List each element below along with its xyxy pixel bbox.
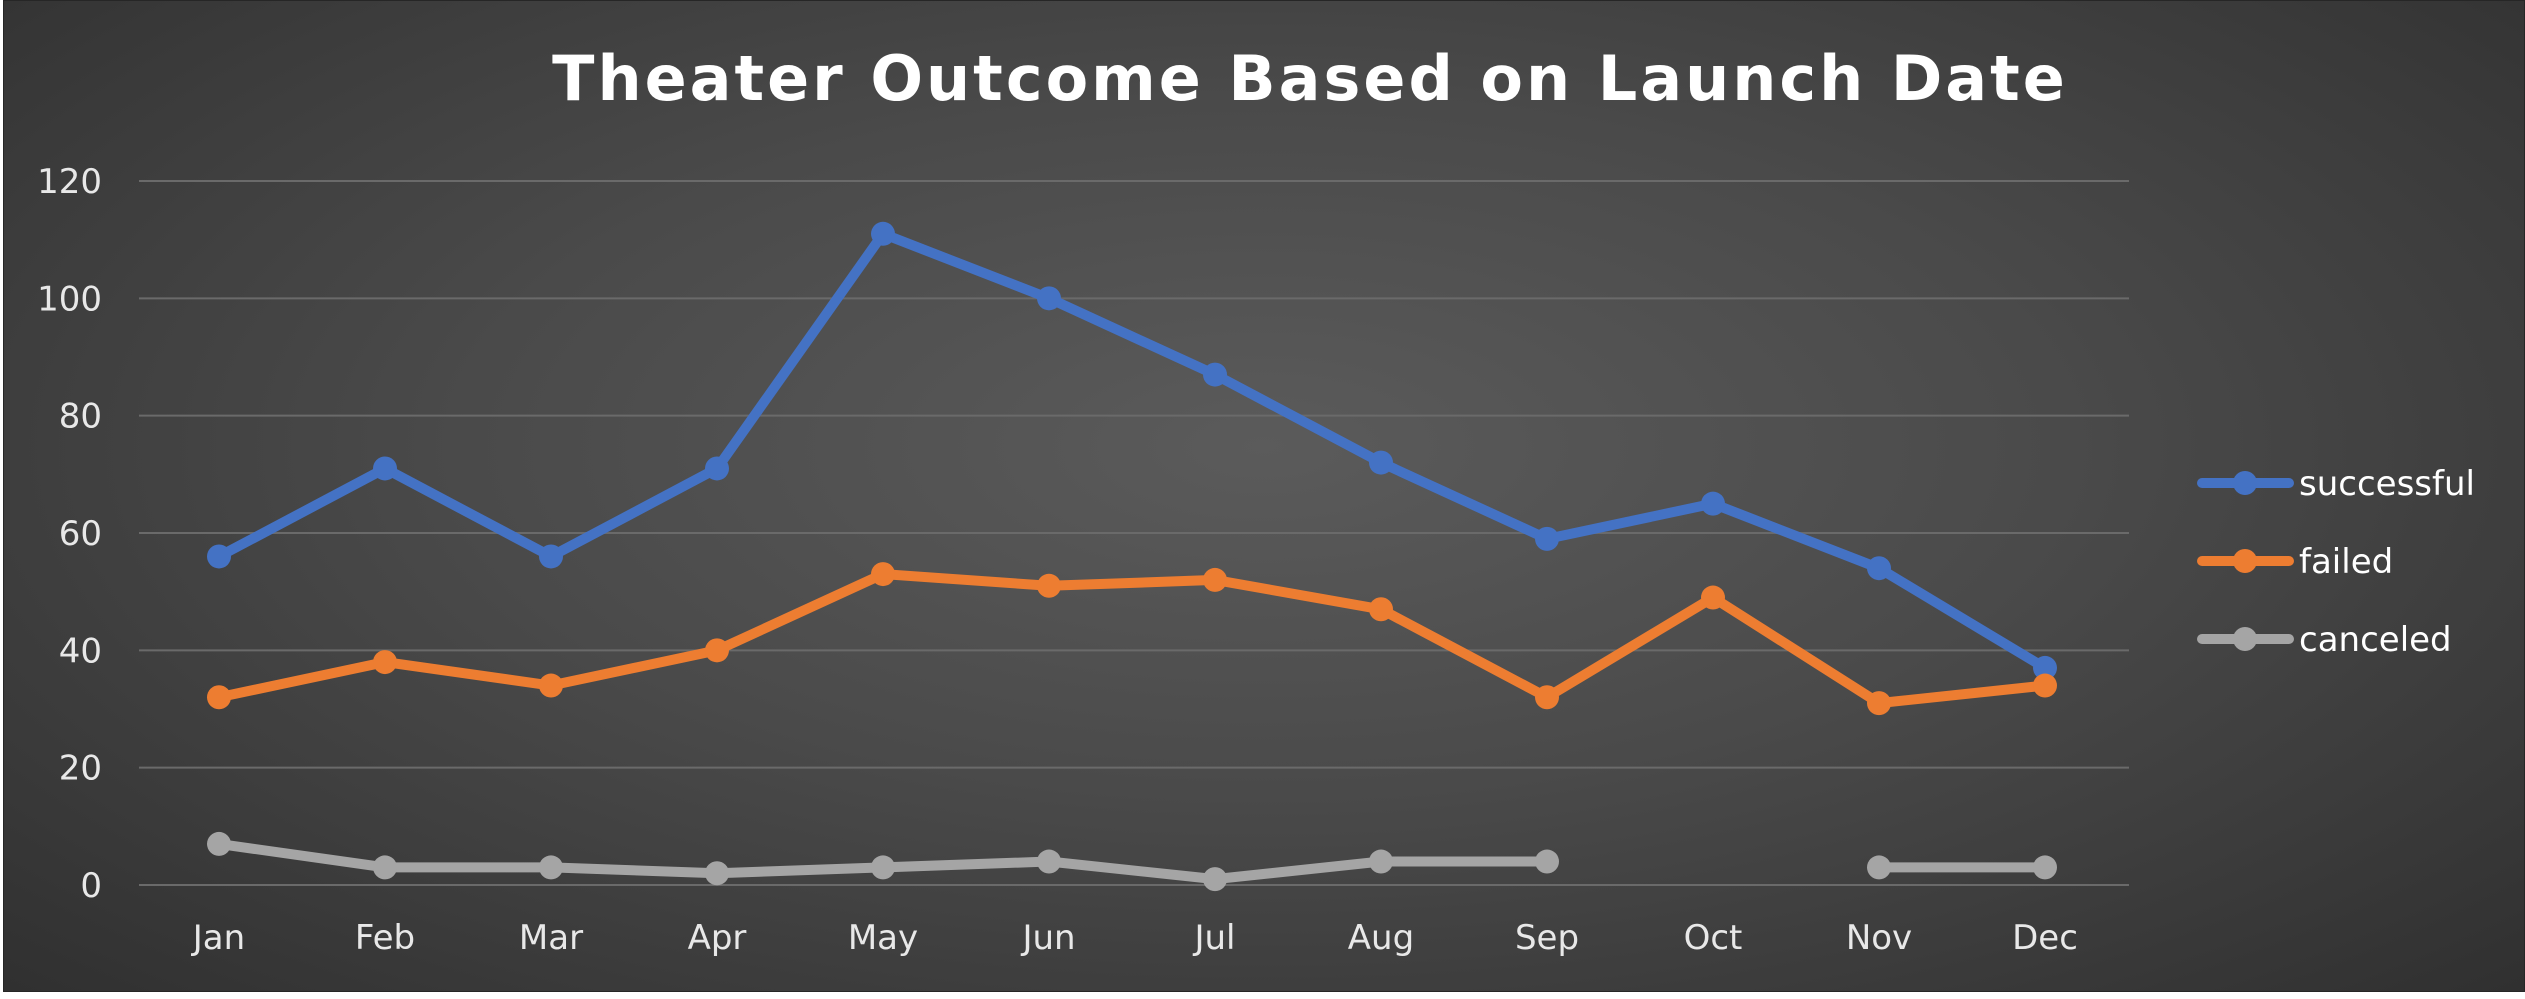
series-failed <box>207 562 2057 716</box>
y-tick-label: 60 <box>59 514 102 554</box>
data-point <box>871 562 895 587</box>
legend: successful failed canceled <box>2197 464 2475 660</box>
gridlines <box>139 180 2129 886</box>
series-canceled <box>207 831 2057 892</box>
y-tick-label: 0 <box>80 866 102 906</box>
y-axis-ticks: 0 20 40 60 80 100 120 <box>37 162 102 906</box>
series-successful <box>207 221 2057 680</box>
chart-area: Theater Outcome Based on Launch Date 0 20… <box>3 0 2525 992</box>
series-line <box>214 569 2050 709</box>
x-tick-label: Dec <box>2012 918 2078 958</box>
data-point <box>1535 849 1559 874</box>
data-point <box>1037 286 1061 311</box>
data-point <box>539 673 563 698</box>
y-tick-label: 80 <box>59 397 102 437</box>
x-tick-label: Nov <box>1846 918 1912 958</box>
legend-item-successful: successful <box>2197 464 2475 504</box>
x-tick-label: Oct <box>1684 918 1743 958</box>
data-point <box>1867 855 1891 880</box>
legend-label: canceled <box>2299 620 2452 660</box>
data-point <box>1535 526 1559 551</box>
data-point <box>1701 585 1725 610</box>
data-point <box>207 831 231 856</box>
data-point <box>1203 362 1227 387</box>
data-point <box>207 685 231 710</box>
x-tick-label: Jan <box>191 918 245 958</box>
data-point <box>1867 556 1891 581</box>
x-tick-label: Jun <box>1020 918 1075 958</box>
data-point <box>373 456 397 481</box>
legend-label: failed <box>2299 542 2393 582</box>
legend-marker <box>2233 471 2257 495</box>
legend-marker <box>2233 549 2257 573</box>
series-line <box>214 228 2050 673</box>
legend-item-canceled: canceled <box>2197 620 2452 660</box>
y-tick-label: 120 <box>37 162 102 202</box>
data-point <box>1369 849 1393 874</box>
data-point <box>207 544 231 569</box>
data-point <box>705 638 729 663</box>
x-tick-label: May <box>848 918 918 958</box>
x-tick-label: Apr <box>688 918 747 958</box>
x-tick-label: Sep <box>1515 918 1579 958</box>
data-point <box>1867 691 1891 716</box>
data-point <box>1037 849 1061 874</box>
legend-label: successful <box>2299 464 2475 504</box>
data-point <box>539 855 563 880</box>
data-point <box>2033 655 2057 680</box>
chart-title: Theater Outcome Based on Launch Date <box>552 42 2068 115</box>
y-tick-label: 40 <box>59 631 102 671</box>
y-tick-label: 20 <box>59 749 102 789</box>
x-tick-label: Mar <box>519 918 583 958</box>
data-point <box>705 861 729 886</box>
data-point <box>1203 867 1227 892</box>
x-tick-label: Jul <box>1192 918 1235 958</box>
series-lines <box>207 221 2057 892</box>
data-point <box>705 456 729 481</box>
data-point <box>871 855 895 880</box>
data-point <box>1369 597 1393 622</box>
data-point <box>1037 573 1061 598</box>
x-axis-ticks: Jan Feb Mar Apr May Jun Jul Aug Sep Oct Nov Dec <box>191 918 2078 958</box>
data-point <box>1203 567 1227 592</box>
legend-item-failed: failed <box>2197 542 2393 582</box>
legend-marker <box>2233 627 2257 651</box>
data-point <box>539 544 563 569</box>
data-point <box>1369 450 1393 475</box>
data-point <box>373 855 397 880</box>
x-tick-label: Feb <box>355 918 415 958</box>
data-point <box>871 221 895 246</box>
data-point <box>1535 685 1559 710</box>
data-point <box>373 650 397 675</box>
data-point <box>2033 855 2057 880</box>
x-tick-label: Aug <box>1348 918 1414 958</box>
y-tick-label: 100 <box>37 279 102 319</box>
line-chart: Theater Outcome Based on Launch Date 0 20… <box>37 42 2475 958</box>
data-point <box>1701 491 1725 516</box>
data-point <box>2033 673 2057 698</box>
